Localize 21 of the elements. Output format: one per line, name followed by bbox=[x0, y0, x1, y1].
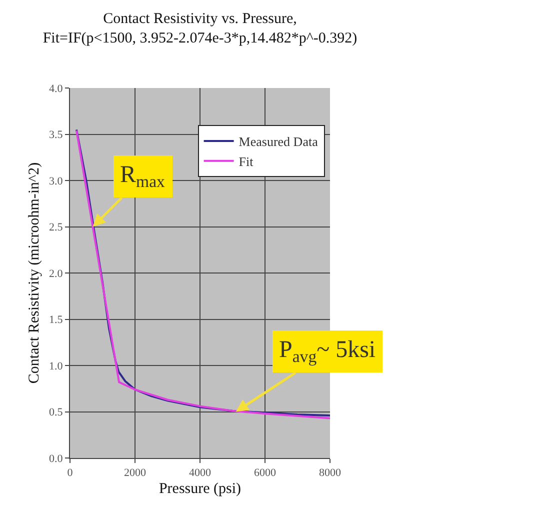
y-tick-label: 0.0 bbox=[49, 452, 64, 465]
y-tick-label: 0.5 bbox=[49, 406, 64, 419]
y-tick-label: 1.0 bbox=[49, 360, 64, 372]
y-tick-label: 3.5 bbox=[49, 129, 64, 142]
annotation: P$_{avg}$~ 5ksi bbox=[279, 337, 376, 366]
y-tick-label: 2.5 bbox=[49, 222, 64, 234]
x-tick-label: 8000 bbox=[319, 467, 342, 480]
x-tick-label: 2000 bbox=[124, 467, 146, 480]
chart-title: Contact Resistivity vs. Pressure, Fit=IF(p<1500, 3.952-2.074e-3*p,14.482*p^-0.392) bbox=[42, 11, 358, 47]
legend-label: Fit bbox=[238, 154, 254, 169]
y-tick-label: 1.5 bbox=[49, 314, 64, 326]
y-tick-label: 4.0 bbox=[49, 82, 64, 95]
legend-label: Measured Data bbox=[238, 134, 318, 150]
y-tick-label: 2.0 bbox=[49, 268, 64, 280]
x-tick-label: 0 bbox=[67, 467, 74, 480]
x-tick-label: 4000 bbox=[189, 467, 212, 480]
y-axis-title: Contact Resistivity (microohm-in^2) bbox=[26, 162, 42, 384]
y-tick-label: 3.0 bbox=[49, 175, 64, 188]
annotation: R$_{max}$ bbox=[120, 162, 166, 192]
x-axis-title: Pressure (psi) bbox=[158, 481, 242, 498]
x-tick-label: 6000 bbox=[254, 467, 276, 480]
